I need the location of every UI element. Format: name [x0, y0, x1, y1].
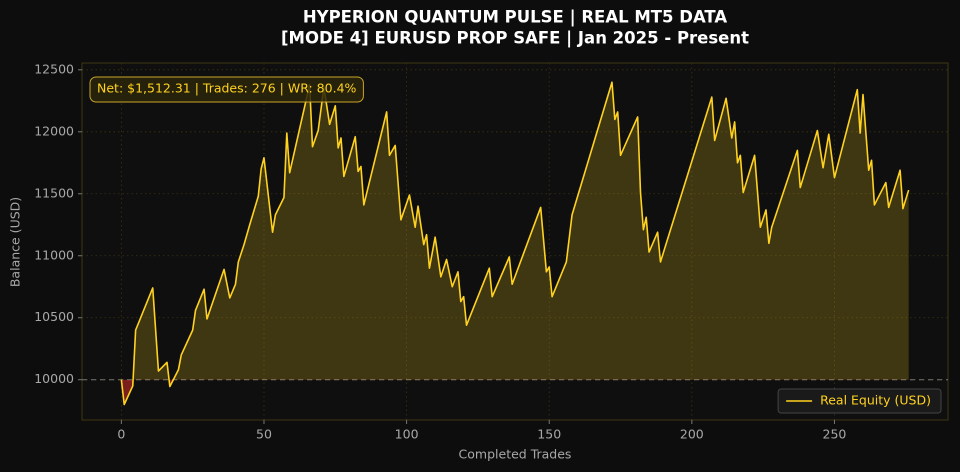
x-tick-label: 150	[537, 427, 561, 442]
x-axis-label: Completed Trades	[459, 447, 572, 462]
x-tick-label: 100	[395, 427, 419, 442]
chart-subtitle: [MODE 4] EURUSD PROP SAFE | Jan 2025 - P…	[281, 29, 749, 49]
annotation-box	[89, 76, 364, 103]
x-tick-label: 200	[680, 427, 704, 442]
y-tick-label: 12500	[34, 61, 74, 76]
y-tick-label: 10000	[34, 371, 74, 386]
y-axis-label: Balance (USD)	[8, 197, 23, 287]
equity-line	[120, 81, 910, 406]
plot-area	[81, 62, 949, 421]
y-tick-label: 11000	[34, 247, 74, 262]
equity-area	[133, 82, 909, 380]
x-tick-label: 50	[256, 427, 272, 442]
legend-box	[777, 388, 942, 414]
legend-label: Real Equity (USD)	[820, 393, 931, 408]
annotation: Net: $1,512.31 | Trades: 276 | WR: 80.4%	[97, 81, 357, 96]
chart-title: HYPERION QUANTUM PULSE | REAL MT5 DATA	[303, 8, 728, 28]
x-tick-label: 0	[117, 427, 125, 442]
y-tick-label: 11500	[34, 185, 74, 200]
x-tick-label: 250	[823, 427, 847, 442]
y-tick-label: 10500	[34, 309, 74, 324]
y-tick-label: 12000	[34, 123, 74, 138]
